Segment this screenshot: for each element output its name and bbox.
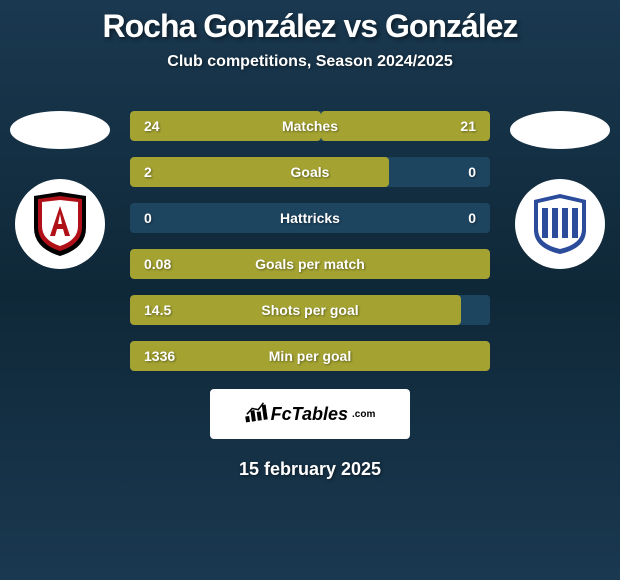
stat-value-left: 0 [144, 210, 152, 226]
stat-label: Goals per match [255, 256, 365, 272]
stat-bar: 1336 Min per goal [130, 341, 490, 371]
stats-bars: 24 Matches 21 2 Goals 0 0 Hattricks 0 0.08 Goals p… [130, 111, 490, 371]
stat-value-left: 24 [144, 118, 160, 134]
bar-fill-left [130, 157, 389, 187]
stat-value-left: 1336 [144, 348, 175, 364]
stat-label: Shots per goal [261, 302, 358, 318]
stat-bar: 2 Goals 0 [130, 157, 490, 187]
chart-icon [243, 401, 268, 427]
club-badge-right [515, 179, 605, 269]
page-title: Rocha González vs González [103, 8, 518, 45]
stat-value-right: 0 [468, 164, 476, 180]
stat-value-left: 0.08 [144, 256, 171, 272]
infographic-container: Rocha González vs González Club competit… [0, 0, 620, 480]
branding-box: FcTables .com [210, 389, 410, 439]
stat-bar: 0.08 Goals per match [130, 249, 490, 279]
stat-value-right: 0 [468, 210, 476, 226]
stat-bar: 0 Hattricks 0 [130, 203, 490, 233]
club-badge-left [15, 179, 105, 269]
main-row: 24 Matches 21 2 Goals 0 0 Hattricks 0 0.08 Goals p… [0, 111, 620, 371]
brand-suffix: .com [352, 409, 375, 420]
stat-label: Min per goal [269, 348, 351, 364]
stat-label: Hattricks [280, 210, 340, 226]
stat-value-left: 14.5 [144, 302, 171, 318]
atlas-shield-icon [32, 192, 88, 256]
player-ellipse-right [510, 111, 610, 149]
brand-text: FcTables .com [245, 403, 376, 426]
left-column [10, 111, 110, 269]
footer-area: FcTables .com 15 february 2025 [210, 389, 410, 480]
stat-bar: 14.5 Shots per goal [130, 295, 490, 325]
stat-bar: 24 Matches 21 [130, 111, 490, 141]
right-column [510, 111, 610, 269]
pachuca-shield-icon [530, 192, 590, 256]
stat-label: Goals [291, 164, 330, 180]
player-ellipse-left [10, 111, 110, 149]
date-text: 15 february 2025 [239, 459, 381, 480]
brand-name: FcTables [271, 404, 348, 425]
page-subtitle: Club competitions, Season 2024/2025 [167, 53, 452, 71]
stat-value-left: 2 [144, 164, 152, 180]
stat-label: Matches [282, 118, 338, 134]
stat-value-right: 21 [460, 118, 476, 134]
